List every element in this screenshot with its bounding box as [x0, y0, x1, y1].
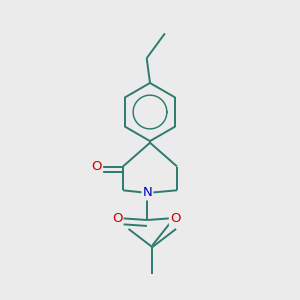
Text: N: N — [142, 186, 152, 200]
Text: O: O — [112, 212, 123, 225]
Text: O: O — [170, 212, 180, 225]
Text: O: O — [92, 160, 102, 173]
